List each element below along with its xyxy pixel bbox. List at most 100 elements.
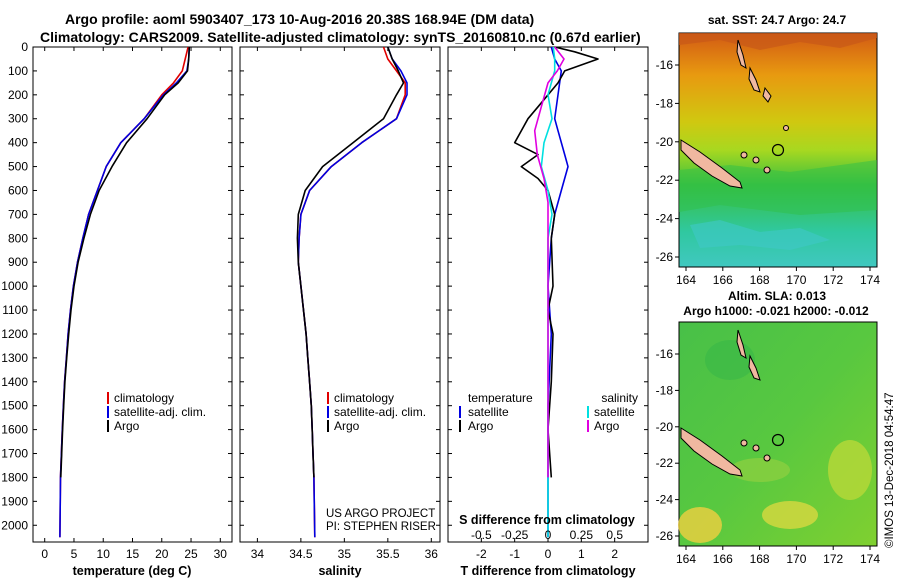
sla-map-axes: 164 166 168 170 172 174 -16 -18 -20 -22 -24 -26 — [656, 347, 881, 566]
map-x-tick-label: 172 — [823, 552, 843, 566]
map-y-tick-label: -20 — [656, 420, 674, 434]
salinity-legend: climatology satellite-adj. clim. Argo — [327, 391, 426, 433]
depth-tick-label: 1000 — [1, 279, 28, 293]
salinity-panel — [239, 46, 441, 543]
legend-header-salinity: salinity — [601, 391, 638, 405]
x-tick-label: 36 — [425, 547, 439, 561]
depth-tick-label: 1400 — [1, 375, 28, 389]
temperature-x-axis: 0 5 10 15 20 25 30 — [41, 47, 227, 561]
small-island — [783, 125, 789, 131]
s-tick-label: -0.5 — [471, 528, 492, 542]
salinity-axis-label: salinity — [318, 564, 361, 578]
depth-tick-label: 600 — [8, 183, 28, 197]
high-anomaly — [678, 507, 722, 543]
map-y-tick-label: -22 — [656, 173, 674, 187]
x-tick-label: 2 — [611, 547, 618, 561]
new-caledonia-island — [680, 427, 743, 477]
warm-patch — [679, 33, 877, 50]
sst-map — [678, 32, 878, 268]
temperature-legend: climatology satellite-adj. clim. Argo — [107, 391, 206, 433]
x-tick-label: 25 — [184, 547, 198, 561]
depth-tick-label: 2000 — [1, 518, 28, 532]
salinity-profiles — [296, 47, 408, 538]
depth-tick-label: 1700 — [1, 447, 28, 461]
high-anomaly — [828, 440, 872, 500]
depth-tick-label: 1600 — [1, 423, 28, 437]
map-x-tick-label: 174 — [860, 273, 880, 287]
low-anomaly — [705, 340, 755, 380]
legend-satellite-adj: satellite-adj. clim. — [114, 405, 206, 419]
map-y-tick-label: -18 — [656, 96, 674, 110]
map-x-tick-label: 164 — [676, 273, 696, 287]
depth-tick-label: 100 — [8, 64, 28, 78]
depth-tick-label: 0 — [21, 40, 28, 54]
high-anomaly — [762, 501, 818, 529]
loyalty-island — [752, 444, 760, 452]
series-t-satellite — [547, 47, 569, 538]
loyalty-island — [740, 151, 748, 159]
series-argo — [60, 47, 191, 478]
cool-patch — [690, 220, 830, 250]
map-y-tick-label: -22 — [656, 456, 674, 470]
t-difference-axis-label: T difference from climatology — [460, 564, 635, 578]
map-x-tick-label: 168 — [750, 273, 770, 287]
high-anomaly — [730, 458, 790, 482]
depth-tick-label: 300 — [8, 112, 28, 126]
x-tick-label: -2 — [476, 547, 487, 561]
map-y-tick-label: -26 — [656, 250, 674, 264]
legend-s-satellite: satellite — [594, 405, 635, 419]
legend-climatology: climatology — [114, 391, 174, 405]
legend-s-argo: Argo — [594, 419, 620, 433]
s-tick-label: 0.25 — [570, 528, 594, 542]
map-x-tick-label: 172 — [823, 273, 843, 287]
depth-tick-label: 1300 — [1, 351, 28, 365]
vanuatu-island — [736, 39, 747, 70]
x-tick-label: 10 — [97, 547, 111, 561]
legend-satellite-adj: satellite-adj. clim. — [334, 405, 426, 419]
map-x-tick-label: 170 — [786, 552, 806, 566]
x-tick-label: 30 — [214, 547, 228, 561]
sst-map-title: sat. SST: 24.7 Argo: 24.7 — [708, 13, 847, 27]
legend-header-temperature: temperature — [468, 391, 533, 405]
chart-title: Argo profile: aoml 5903407_173 10-Aug-20… — [65, 11, 534, 27]
map-y-tick-label: -26 — [656, 529, 674, 543]
depth-axis: 0 100 200 300 400 500 600 700 800 900 1000 1100 1200… — [1, 40, 648, 532]
loyalty-island — [752, 156, 760, 164]
map-y-tick-label: -24 — [656, 212, 674, 226]
depth-tick-label: 400 — [8, 136, 28, 150]
temperature-axis-label: temperature (deg C) — [73, 564, 192, 578]
temperature-panel — [32, 46, 233, 543]
series-argo — [296, 47, 405, 478]
sla-map — [678, 321, 878, 547]
sla-map-subtitle: Argo h1000: -0.021 h2000: -0.012 — [683, 304, 869, 318]
difference-profiles — [513, 47, 599, 538]
loyalty-island — [763, 166, 771, 174]
legend-argo: Argo — [334, 419, 360, 433]
s-difference-axis-label: S difference from climatology — [459, 513, 635, 527]
project-credit: US ARGO PROJECT — [326, 508, 435, 520]
map-y-tick-label: -24 — [656, 493, 674, 507]
legend-t-satellite: satellite — [468, 405, 509, 419]
map-x-tick-label: 174 — [860, 552, 880, 566]
legend-argo: Argo — [114, 419, 140, 433]
series-s-argo — [533, 47, 565, 478]
map-x-tick-label: 168 — [750, 552, 770, 566]
depth-tick-label: 900 — [8, 255, 28, 269]
depth-tick-label: 1900 — [1, 494, 28, 508]
argo-float-marker — [771, 143, 785, 157]
x-tick-label: -1 — [509, 547, 520, 561]
map-y-tick-label: -16 — [656, 347, 674, 361]
depth-tick-label: 700 — [8, 207, 28, 221]
difference-x-axis: -2 -1 0 1 2 -0.5 -0.25 0 0.25 0.5 — [471, 47, 623, 561]
x-tick-label: 0 — [545, 547, 552, 561]
depth-tick-label: 1800 — [1, 470, 28, 484]
map-y-tick-label: -16 — [656, 58, 674, 72]
depth-tick-label: 1500 — [1, 399, 28, 413]
s-tick-label: -0.25 — [501, 528, 529, 542]
x-tick-label: 35.5 — [376, 547, 400, 561]
x-tick-label: 34 — [251, 547, 265, 561]
depth-tick-label: 800 — [8, 231, 28, 245]
vanuatu-island — [748, 354, 761, 381]
map-x-tick-label: 166 — [713, 273, 733, 287]
